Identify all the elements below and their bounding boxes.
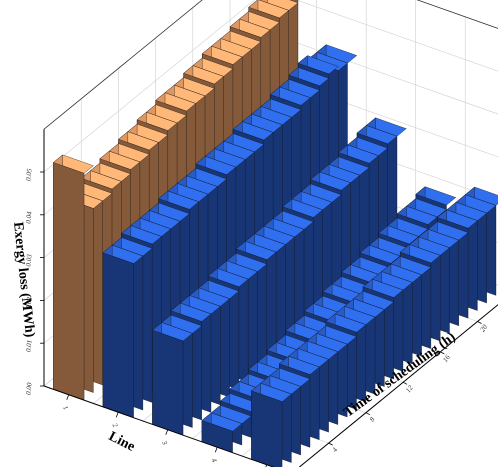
frame-edge [43, 0, 203, 130]
y-tick-label: 4 [331, 446, 340, 454]
z-tick-label: 0.05 [24, 168, 33, 182]
x-tick-mark [214, 447, 218, 453]
y-tick-mark [328, 442, 333, 446]
y-tick-mark [477, 321, 482, 324]
z-tick-label: 0.01 [24, 339, 33, 352]
bar-line5-t1 [251, 382, 292, 467]
y-tick-label: 16 [441, 353, 452, 364]
z-tick-label: 0.03 [24, 253, 33, 267]
y-tick-mark [402, 381, 408, 385]
y-tick-label: 12 [404, 384, 415, 395]
grid-line-z-back [295, 0, 498, 72]
x-tick-label: 3 [160, 439, 169, 447]
z-tick-label: 0.04 [24, 211, 33, 225]
x-tick-label: 4 [210, 457, 219, 464]
bars-group [53, 0, 498, 467]
x-tick-mark [165, 429, 169, 435]
x-tick-mark [265, 464, 268, 467]
bar-line1-t1 [53, 154, 94, 401]
bar-line2-t1 [102, 244, 144, 418]
y-tick-label: 8 [368, 415, 377, 423]
x-tick-label: 2 [111, 422, 120, 429]
bar-line3-t1 [152, 322, 193, 436]
z-tick-label: 0.02 [24, 296, 33, 310]
y-tick-label: 20 [479, 323, 490, 334]
y-tick-mark [440, 351, 445, 355]
y-tick-mark [365, 412, 371, 416]
z-axis-title: Exergy loss (MWh) [10, 221, 37, 338]
x-axis-title: Line [106, 429, 137, 455]
frame-edge [416, 0, 498, 29]
x-tick-mark [115, 412, 119, 418]
z-tick-label: 0.00 [24, 382, 33, 396]
grid-line-z-back [267, 32, 498, 115]
x-tick-label: 1 [61, 404, 70, 411]
axes-group: 0.000.010.020.030.040.05123454812162024 [24, 129, 498, 467]
x-tick-mark [66, 394, 70, 400]
